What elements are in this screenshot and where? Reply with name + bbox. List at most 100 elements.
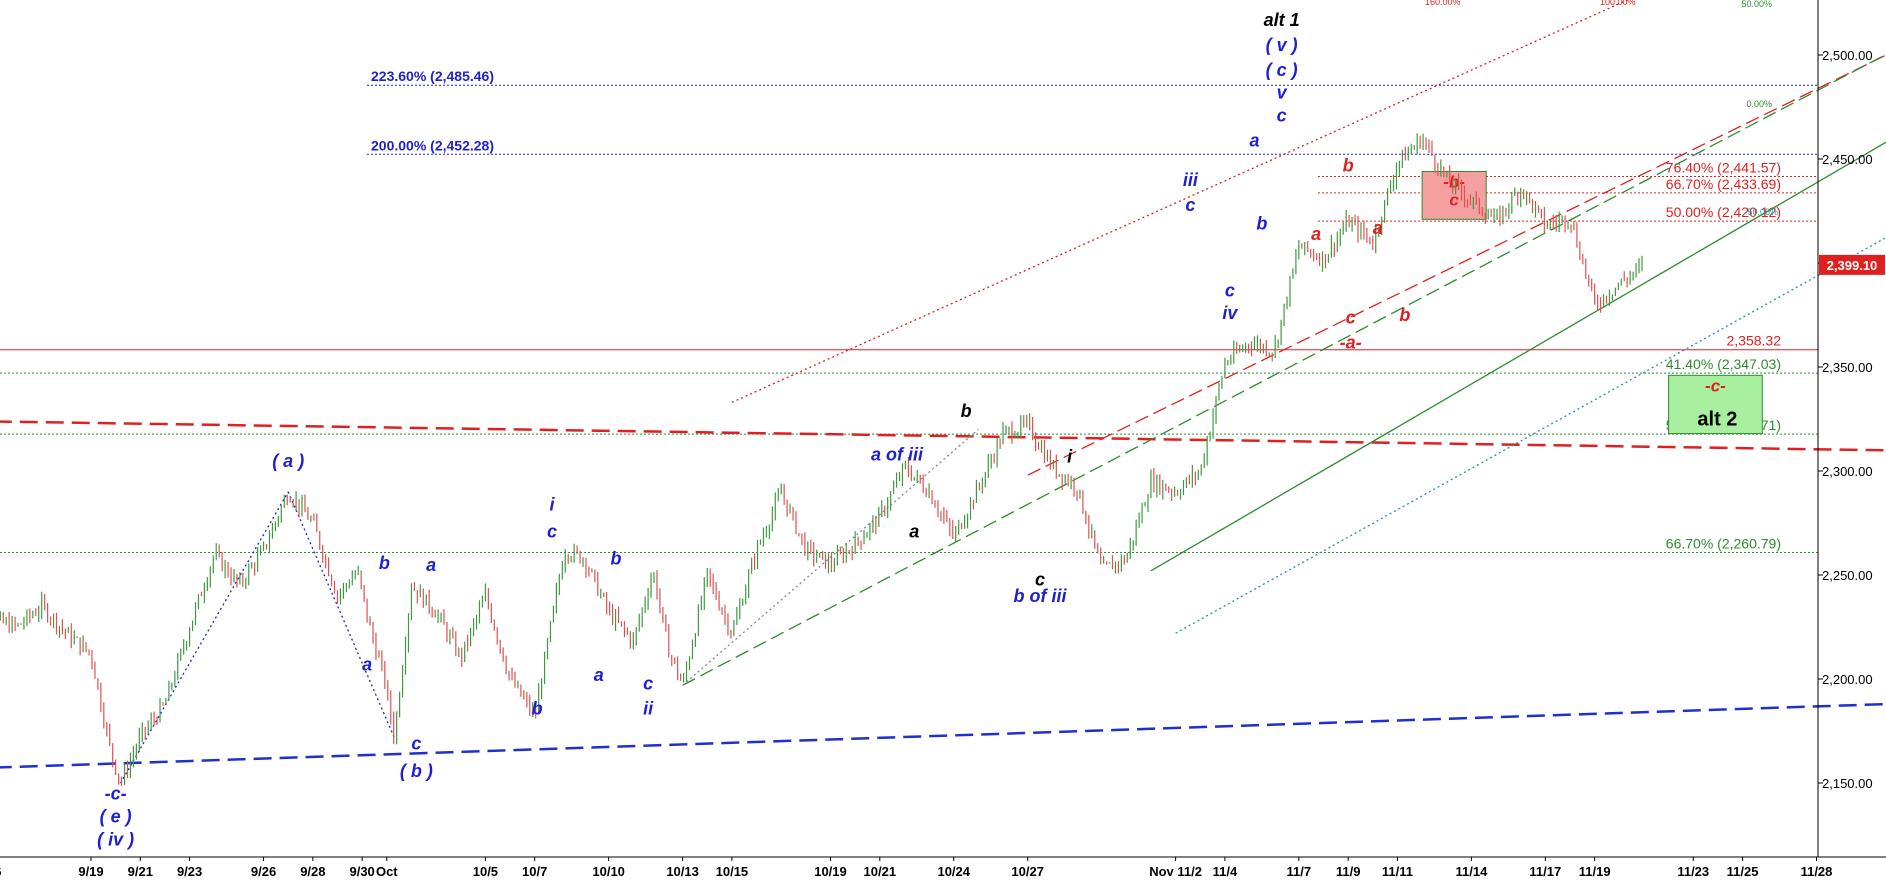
wave-label: a (594, 665, 604, 685)
fib-edge-label: 50.00% (1741, 0, 1772, 9)
x-tick-label: 11/23 (1677, 864, 1709, 879)
wave-label: -a- (1340, 332, 1362, 352)
last-price-marker (1819, 254, 1885, 275)
x-tick-label: 10/19 (814, 864, 847, 879)
fib-level-label: 41.40% (2,347.03) (1666, 356, 1781, 372)
fib-level-label: 76.40% (2,441.57) (1666, 160, 1781, 176)
last-price-label: 2,399.10 (1827, 258, 1878, 273)
wave-label: c (643, 673, 653, 693)
x-tick-label: 9/19 (78, 864, 103, 879)
wave-label: a (1249, 131, 1259, 151)
fib-edge-label: 160.00% (1425, 0, 1461, 7)
fib-edge-label: 0.00% (1746, 99, 1772, 109)
x-tick-label: 10/15 (716, 864, 749, 879)
x-tick-label: 10/10 (592, 864, 625, 879)
fib-edge-label: -50.00% (1744, 207, 1778, 217)
x-tick-label: 11/4 (1213, 864, 1238, 879)
x-tick-label: /16 (0, 864, 1, 879)
wave-label: ( v ) (1266, 35, 1298, 55)
y-tick-label: 2,350.00 (1822, 360, 1873, 375)
wave-label: a of iii (871, 445, 924, 465)
target-zones-layer: -b-c -c-alt 2 (1421, 170, 1763, 435)
y-tick-label: 2,450.00 (1822, 152, 1873, 167)
x-tick-label: 11/9 (1336, 864, 1361, 879)
x-tick-label: Nov 11/2 (1149, 864, 1202, 879)
wave-label: ( c ) (1266, 60, 1298, 80)
zone-label: c (1449, 190, 1459, 209)
y-tick-label: 2,150.00 (1822, 776, 1873, 791)
wave-label: c (1035, 569, 1045, 589)
wave-label: c (1225, 280, 1235, 300)
wave-label: c (411, 734, 421, 754)
red-channel-upper (1027, 54, 1886, 476)
x-tick-label: 11/25 (1727, 864, 1759, 879)
wave-label: i (1067, 447, 1073, 467)
y-tick-label: 2,250.00 (1822, 568, 1873, 583)
c-target-zone (1668, 374, 1763, 435)
y-tick-label: 2,200.00 (1822, 672, 1873, 687)
trendlines-layer: 160.00% 100.00% 50.00% 0.00% -50.00% (0, 0, 1886, 784)
wave-label: ( iv ) (97, 829, 134, 849)
fib-edge-label: 100.00% (1600, 0, 1636, 7)
x-tick-label: 11/17 (1529, 864, 1561, 879)
red-resistance-line (0, 420, 1886, 452)
wave-label: b (532, 698, 543, 718)
x-tick-label: 11/11 (1382, 864, 1413, 879)
wave-label: a (362, 655, 372, 675)
x-tick-label: 9/26 (251, 864, 276, 879)
red-channel-dotted (731, 0, 1630, 403)
fib-level-label: 223.60% (2,485.46) (371, 68, 494, 84)
y-tick-label: 2,500.00 (1822, 48, 1873, 63)
wave-label: ( b ) (400, 761, 433, 781)
x-tick-label: 10/24 (937, 864, 970, 879)
zone-label: alt 2 (1697, 408, 1737, 430)
wave-label: a (1311, 224, 1321, 244)
green-channel-dashed (682, 53, 1886, 686)
candles-layer (0, 133, 1643, 787)
zone-label: -c- (1705, 376, 1726, 395)
wave-label: iv (1222, 303, 1238, 323)
x-tick-label: Oct (376, 864, 398, 879)
b-target-zone (1421, 170, 1487, 220)
wave-label: -c- (105, 784, 127, 804)
wave-label: ( a ) (272, 451, 304, 471)
x-tick-label: 10/13 (666, 864, 699, 879)
fib-level-label: 66.70% (2,433.69) (1666, 176, 1781, 192)
x-tick-label: 10/21 (864, 864, 897, 879)
x-tick-label: 9/23 (177, 864, 202, 879)
wave-label: c (1185, 195, 1195, 215)
wave-label: b (1343, 155, 1354, 175)
wave-label: b (1399, 305, 1410, 325)
x-tick-label: 11/28 (1801, 864, 1833, 879)
x-tick-label: 11/7 (1287, 864, 1312, 879)
x-tick-label: 10/5 (473, 864, 498, 879)
fib-level-label: 66.70% (2,260.79) (1666, 536, 1781, 552)
wave-label: a (1373, 218, 1383, 238)
green-channel-solid (1150, 141, 1886, 572)
x-tick-label: 10/7 (522, 864, 547, 879)
wave-label: iii (1183, 170, 1199, 190)
wave-label: b (379, 553, 390, 573)
x-tick-label: 9/21 (128, 864, 153, 879)
wave-label: i (549, 495, 555, 515)
fib-levels-layer: 223.60% (2,485.46) 200.00% (2,452.28) 76.4… (0, 68, 1818, 554)
x-tick-label: 10/27 (1011, 864, 1044, 879)
fib-level-label: 200.00% (2,452.28) (371, 137, 494, 153)
wave-label: ( e ) (100, 807, 132, 827)
y-tick-label: 2,300.00 (1822, 464, 1873, 479)
wave-label: c (1277, 106, 1287, 126)
blue-support-line (0, 702, 1886, 769)
wave-label: ii (643, 698, 654, 718)
x-tick-label: 11/19 (1579, 864, 1611, 879)
fib-level-label: 50.00% (2,420.12) (1666, 204, 1781, 220)
blue-channel-dotted (1175, 236, 1886, 634)
wave-label: a (909, 522, 919, 542)
wave-label: a (426, 555, 436, 575)
x-tick-label: 9/30 (349, 864, 374, 879)
wave-label: b (1256, 214, 1267, 234)
wave-label: alt 1 (1264, 10, 1300, 30)
wave-label: b of iii (1014, 586, 1068, 606)
